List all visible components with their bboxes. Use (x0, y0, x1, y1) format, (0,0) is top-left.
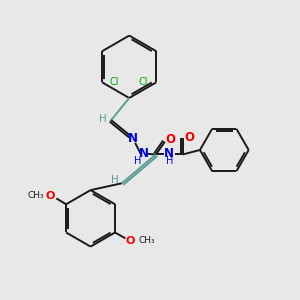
Text: O: O (46, 191, 55, 201)
Text: H: H (100, 114, 107, 124)
Text: CH₃: CH₃ (138, 236, 155, 245)
Text: H: H (111, 175, 119, 185)
Text: Cl: Cl (139, 77, 148, 87)
Text: O: O (184, 131, 194, 144)
Text: N: N (139, 147, 149, 161)
Text: Cl: Cl (110, 77, 119, 87)
Text: N: N (128, 132, 138, 145)
Text: H: H (166, 156, 173, 166)
Text: CH₃: CH₃ (27, 191, 44, 200)
Text: O: O (166, 133, 176, 146)
Text: N: N (164, 147, 174, 161)
Text: H: H (134, 156, 142, 166)
Text: O: O (126, 236, 135, 246)
